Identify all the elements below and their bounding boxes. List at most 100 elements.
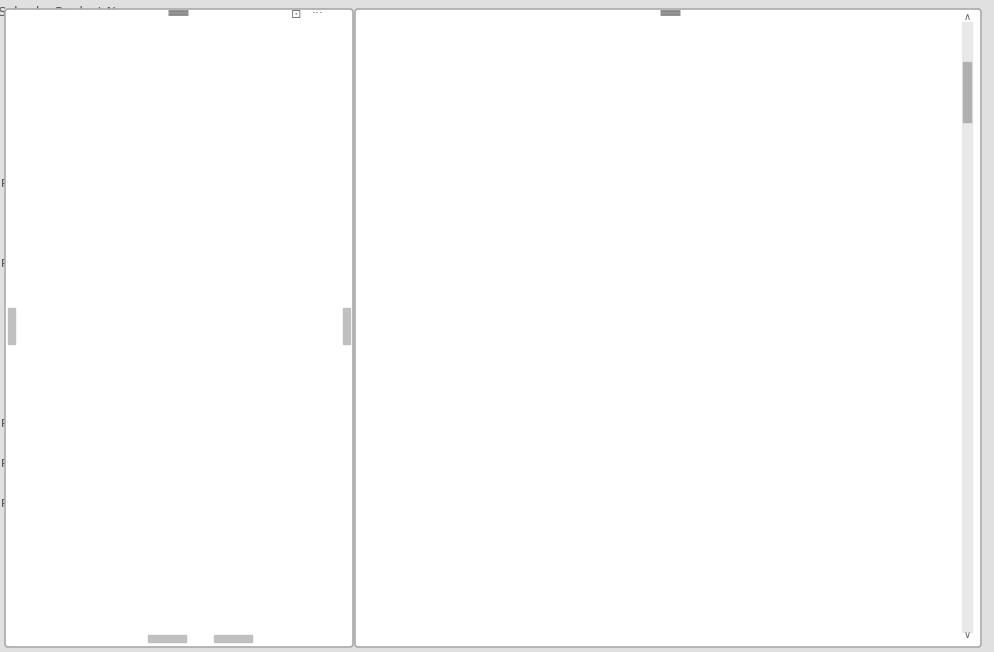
Text: 99,432.69: 99,432.69 [766,57,820,67]
Text: 8/06/2014: 8/06/2014 [370,166,424,175]
Text: 73,971,604.60: 73,971,604.60 [433,580,524,590]
Text: 104,540.10: 104,540.10 [759,562,820,572]
Bar [8,308,15,344]
Text: 107,628.47: 107,628.47 [759,346,820,355]
Text: 56,357.39: 56,357.39 [766,201,820,211]
Text: 88,212.20: 88,212.20 [470,508,524,518]
Text: 73,971,604.60: 73,971,604.60 [581,580,672,590]
Text: 92,547.10: 92,547.10 [618,129,672,140]
Text: 2/06/2014: 2/06/2014 [370,57,424,67]
Text: 6/06/2014: 6/06/2014 [370,129,424,140]
Text: 24/06/2014: 24/06/2014 [370,454,431,464]
Text: 33,331.83: 33,331.83 [766,76,820,85]
Text: 33,305.70: 33,305.70 [618,183,672,194]
Bar [68,410,98,435]
Text: ···: ··· [312,8,324,20]
Text: 29/06/2014: 29/06/2014 [370,544,431,554]
Text: 13/06/2014: 13/06/2014 [370,256,431,265]
Text: 27/06/2014: 27/06/2014 [370,508,431,518]
Text: 132,512.60: 132,512.60 [463,310,524,319]
Text: 92,622.81: 92,622.81 [766,508,820,518]
Text: 77,670,184.83: 77,670,184.83 [730,580,820,590]
Text: 99,562.00: 99,562.00 [618,562,672,572]
Text: 23/06/2014: 23/06/2014 [370,436,431,446]
Text: Scenario Sales: Scenario Sales [739,22,820,31]
Text: 31,744.60: 31,744.60 [618,76,672,85]
Text: 28,238.49: 28,238.49 [766,147,820,157]
Text: 26,733.00: 26,733.00 [766,220,820,230]
Text: 31,108.77: 31,108.77 [766,381,820,392]
Text: 16/06/2014: 16/06/2014 [370,310,431,319]
Text: 139,138.23: 139,138.23 [759,310,820,319]
Text: 87,234.00: 87,234.00 [618,166,672,175]
Bar [68,490,95,515]
Text: 102,503.30: 102,503.30 [463,346,524,355]
Text: 78,189.00: 78,189.00 [469,364,524,374]
Bar [68,251,179,276]
Text: 12/06/2014: 12/06/2014 [370,237,431,248]
FancyBboxPatch shape [5,9,353,647]
Text: 88,212.20: 88,212.20 [618,508,672,518]
Text: 14/06/2014: 14/06/2014 [370,274,431,284]
Text: 118,040.26: 118,040.26 [759,93,820,104]
Text: 165,266.22: 165,266.22 [759,544,820,554]
FancyBboxPatch shape [355,9,981,647]
Bar [68,291,154,316]
Bar [148,635,186,642]
Text: 53,673.70: 53,673.70 [618,201,672,211]
Text: 19/06/2014: 19/06/2014 [370,364,431,374]
Text: 1/06/2014: 1/06/2014 [370,39,424,50]
Text: 79,200.70: 79,200.70 [469,490,524,500]
Text: 9/06/2014: 9/06/2014 [370,183,424,194]
Bar [68,530,95,555]
Text: 21/06/2014: 21/06/2014 [370,400,431,409]
Text: 99,562.00: 99,562.00 [470,562,524,572]
Text: 29,627.40: 29,627.40 [618,381,672,392]
Text: 35,561.93: 35,561.93 [766,291,820,302]
Text: 112,419.30: 112,419.30 [611,93,672,104]
Text: 26,662.65: 26,662.65 [766,454,820,464]
Text: 103,689.20: 103,689.20 [611,256,672,265]
Text: 80,654.60: 80,654.60 [470,111,524,121]
Text: 71,214.30: 71,214.30 [470,436,524,446]
Text: 11/06/2014: 11/06/2014 [370,220,431,230]
Bar [962,22,972,632]
Text: Date: Date [370,22,397,31]
Text: 33,868.50: 33,868.50 [470,291,524,302]
Text: 25,460.00: 25,460.00 [618,220,672,230]
Bar [68,51,320,76]
Text: 62,021.90: 62,021.90 [618,274,672,284]
Bar [68,211,219,235]
Text: 31,744.60: 31,744.60 [470,76,524,85]
Text: 25,460.00: 25,460.00 [469,220,524,230]
Text: 78,398.04: 78,398.04 [766,39,820,50]
Bar [68,91,315,116]
Bar [68,370,100,395]
Text: 82,098.45: 82,098.45 [766,364,820,374]
Text: 25/06/2014: 25/06/2014 [370,472,431,482]
Text: 18/06/2014: 18/06/2014 [370,346,431,355]
Text: 102,503.30: 102,503.30 [611,346,672,355]
Text: 74,664.80: 74,664.80 [618,39,672,50]
Text: 84,687.33: 84,687.33 [766,111,820,121]
Text: 49,901.60: 49,901.60 [618,327,672,338]
Text: 26,826.80: 26,826.80 [470,472,524,482]
Text: 61,302.99: 61,302.99 [766,400,820,409]
Text: Total Sales by Product Name: Total Sales by Product Name [0,6,143,19]
Text: 124,934.57: 124,934.57 [759,526,820,536]
Text: 91,595.70: 91,595.70 [766,166,820,175]
Text: 92,547.10: 92,547.10 [470,129,524,140]
Text: 157,396.40: 157,396.40 [611,544,672,554]
Text: 118,985.30: 118,985.30 [463,526,524,536]
Text: 22/06/2014: 22/06/2014 [370,418,431,428]
Text: 80,654.60: 80,654.60 [618,111,672,121]
Bar [68,570,94,595]
Text: 28,676.00: 28,676.00 [618,418,672,428]
Text: 78,189.00: 78,189.00 [618,364,672,374]
Text: 108,873.66: 108,873.66 [759,256,820,265]
Text: 112,419.30: 112,419.30 [463,93,524,104]
Text: 5/06/2014: 5/06/2014 [370,111,424,121]
Bar [214,635,252,642]
Text: 87,234.00: 87,234.00 [469,166,524,175]
Text: 54,678.70: 54,678.70 [470,237,524,248]
